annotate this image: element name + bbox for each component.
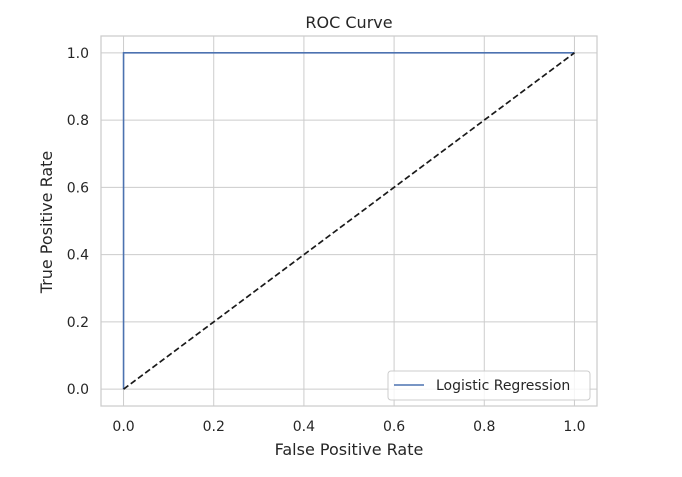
y-tick-label: 0.0 bbox=[67, 382, 89, 398]
y-tick-label: 0.8 bbox=[67, 113, 89, 129]
legend-label: Logistic Regression bbox=[436, 378, 570, 394]
roc-curve-line bbox=[122, 52, 575, 390]
x-tick-label: 0.6 bbox=[383, 419, 405, 435]
grid bbox=[101, 36, 597, 406]
chart-title: ROC Curve bbox=[305, 13, 392, 32]
x-axis-label: False Positive Rate bbox=[275, 440, 424, 459]
y-tick-label: 0.4 bbox=[67, 248, 89, 264]
y-axis-label: True Positive Rate bbox=[37, 151, 56, 295]
series-layer bbox=[122, 52, 575, 390]
y-tick-label: 1.0 bbox=[67, 46, 89, 62]
y-tick-label: 0.6 bbox=[67, 180, 89, 196]
legend-box bbox=[387, 370, 591, 401]
x-tick-label: 0.4 bbox=[293, 419, 315, 435]
x-tick-label: 0.8 bbox=[473, 419, 495, 435]
x-tick-label: 0.2 bbox=[203, 419, 225, 435]
x-tick-label: 0.0 bbox=[112, 419, 134, 435]
y-tick-labels: 0.0 0.2 0.4 0.6 0.8 1.0 bbox=[67, 46, 89, 398]
y-tick-label: 0.2 bbox=[67, 315, 89, 331]
legend: Logistic Regression bbox=[387, 370, 591, 401]
x-tick-label: 1.0 bbox=[563, 419, 585, 435]
x-tick-labels: 0.0 0.2 0.4 0.6 0.8 1.0 bbox=[112, 419, 585, 435]
chance-diagonal-line bbox=[123, 52, 575, 390]
plot-frame bbox=[100, 35, 598, 407]
